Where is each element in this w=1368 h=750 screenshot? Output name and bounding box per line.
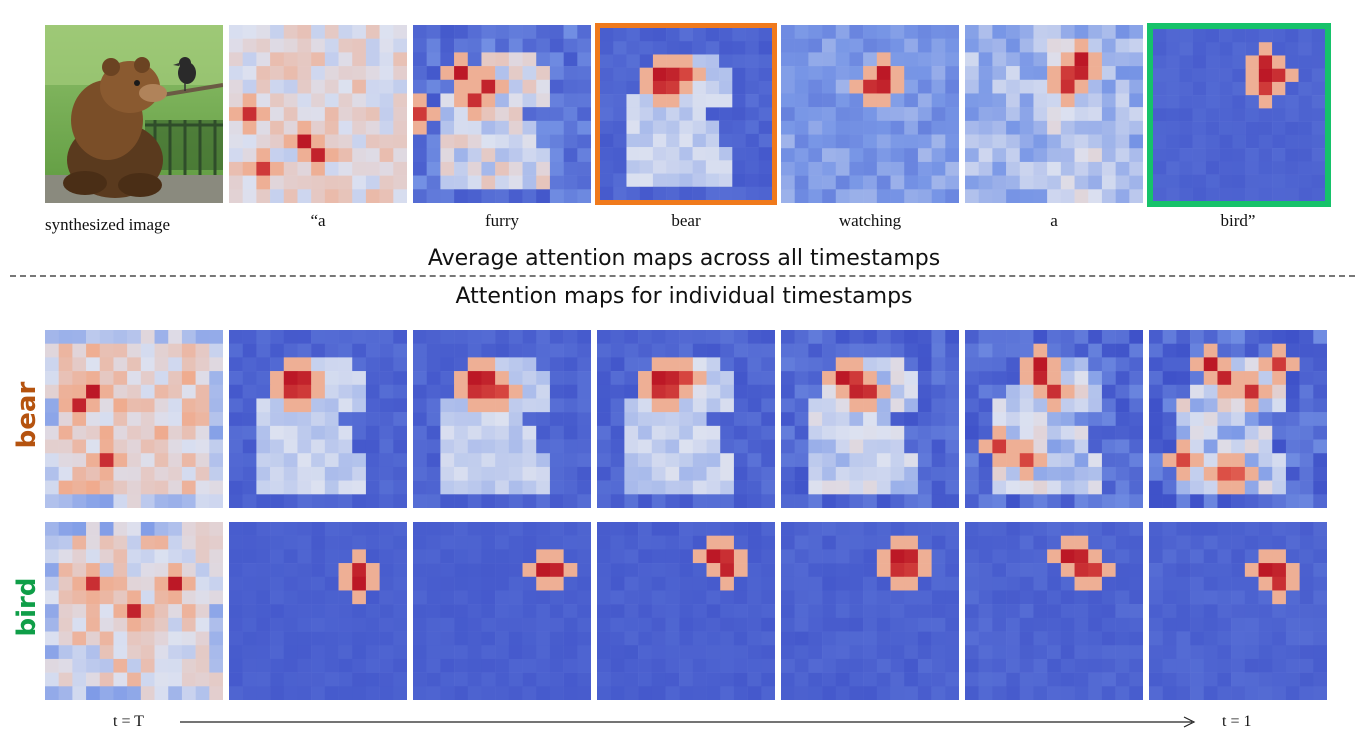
heatmap	[965, 330, 1143, 508]
bird-attention-timestep-3	[413, 522, 591, 700]
caption-token-a: a	[1050, 211, 1058, 230]
bear-attention-timestep-4	[597, 330, 775, 508]
heatmap	[1149, 330, 1327, 508]
heatmap	[781, 522, 959, 700]
timeline-start-label: t = T	[113, 713, 144, 730]
bear-attention-timestep-1	[45, 330, 223, 508]
heatmap	[597, 522, 775, 700]
bear-attention-timestep-5	[781, 330, 959, 508]
heatmap	[45, 522, 223, 700]
heatmap	[1149, 522, 1327, 700]
bird-attention-timestep-7	[1149, 522, 1327, 700]
heatmap	[781, 330, 959, 508]
bird-attention-timestep-1	[45, 522, 223, 700]
avg-attention-map-furry	[413, 25, 591, 203]
heatmap	[1153, 29, 1325, 201]
bear-attention-timestep-7	[1149, 330, 1327, 508]
heatmap	[597, 330, 775, 508]
avg-attention-map-bird	[1147, 23, 1331, 207]
heatmap	[229, 25, 407, 203]
heatmap	[413, 522, 591, 700]
avg-attention-map-a-open	[229, 25, 407, 203]
heatmap	[229, 522, 407, 700]
heatmap	[229, 330, 407, 508]
caption-token-watching: watching	[838, 211, 902, 230]
heading-individual-attention: Attention maps for individual timestamps	[455, 284, 913, 309]
caption-token-bird-close: bird”	[1220, 211, 1256, 230]
section-divider	[10, 275, 1355, 277]
row-label-bird: bird	[12, 577, 42, 637]
heatmap	[600, 28, 772, 200]
bear-attention-timestep-3	[413, 330, 591, 508]
caption-token-a-open: “a	[310, 211, 326, 230]
timeline-arrow-icon	[180, 716, 1196, 728]
bear-bird-photo-icon	[45, 25, 223, 203]
avg-attention-map-bear	[595, 23, 777, 205]
heatmap	[781, 25, 959, 203]
heatmap	[45, 330, 223, 508]
heatmap	[413, 330, 591, 508]
bird-attention-timestep-2	[229, 522, 407, 700]
bear-attention-timestep-2	[229, 330, 407, 508]
bird-attention-timestep-6	[965, 522, 1143, 700]
row-label-bear: bear	[12, 381, 42, 449]
bird-attention-timestep-4	[597, 522, 775, 700]
avg-attention-map-a	[965, 25, 1143, 203]
heatmap	[965, 522, 1143, 700]
bear-attention-timestep-6	[965, 330, 1143, 508]
caption-token-bear: bear	[671, 211, 701, 230]
heatmap	[965, 25, 1143, 203]
avg-attention-map-watching	[781, 25, 959, 203]
caption-token-furry: furry	[485, 211, 519, 230]
synthesized-image	[45, 25, 223, 203]
heading-average-attention: Average attention maps across all timest…	[427, 246, 941, 271]
bird-attention-timestep-5	[781, 522, 959, 700]
heatmap	[413, 25, 591, 203]
timeline-end-label: t = 1	[1222, 713, 1252, 730]
caption-synthesized-image: synthesized image	[45, 215, 171, 234]
